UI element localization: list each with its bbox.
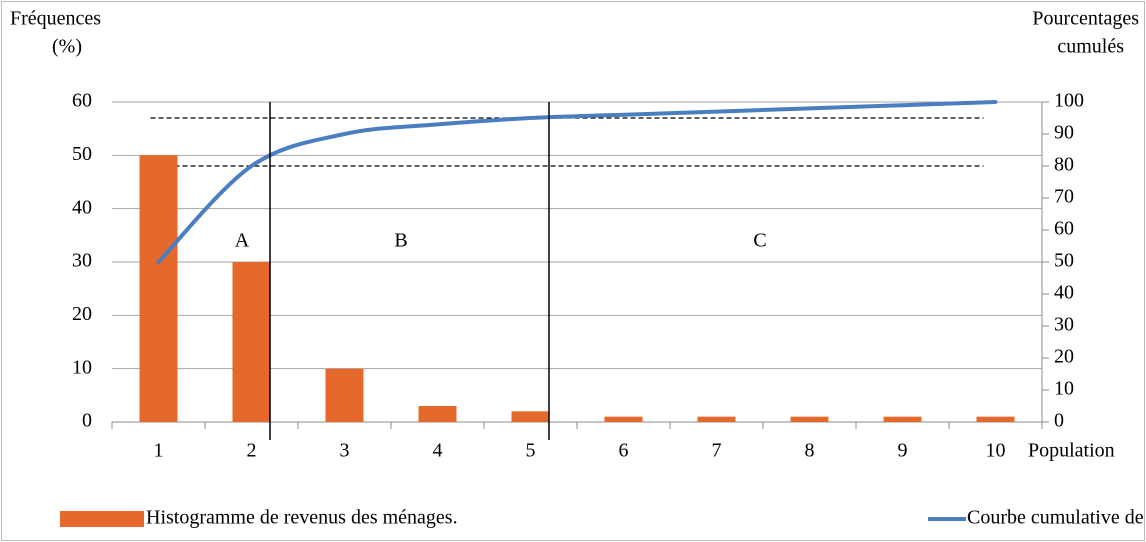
y-tick-label: 50 [72, 143, 92, 165]
bar [232, 262, 271, 422]
y2-tick-label: 30 [1054, 314, 1074, 336]
x-tick-label: 9 [898, 440, 908, 462]
y2-tick-label: 10 [1054, 378, 1074, 400]
x-tick-label: 5 [526, 440, 536, 462]
bar [325, 368, 364, 422]
y2-tick-label: 0 [1054, 410, 1064, 432]
x-tick-label: 3 [340, 440, 350, 462]
bar [697, 416, 736, 422]
region-label: B [394, 230, 407, 252]
x-tick-label: 4 [433, 440, 443, 462]
y2-tick-label: 40 [1054, 282, 1074, 304]
legend-label: Courbe cumulative de revenus des ménages… [967, 507, 1146, 529]
y-tick-label: 40 [72, 196, 92, 218]
y-tick-label: 10 [72, 356, 92, 378]
y2-tick-label: 20 [1054, 346, 1074, 368]
x-tick-label: 7 [712, 440, 722, 462]
y2-tick-label: 70 [1054, 186, 1074, 208]
y-axis-label: (%) [52, 36, 82, 58]
y2-tick-label: 60 [1054, 218, 1074, 240]
y2-tick-label: 100 [1054, 90, 1084, 112]
region-label: A [235, 230, 250, 252]
y2-tick-label: 50 [1054, 250, 1074, 272]
x-tick-label: 6 [619, 440, 629, 462]
y2-tick-label: 90 [1054, 122, 1074, 144]
cumulative-line [156, 100, 998, 264]
bar [976, 416, 1015, 422]
x-tick-label: 2 [247, 440, 257, 462]
bar [604, 416, 643, 422]
x-tick-label: 10 [986, 440, 1006, 462]
bar [511, 411, 550, 422]
legend-label: Histogramme de revenus des ménages. [146, 507, 458, 529]
x-tick-label: 8 [805, 440, 815, 462]
x-axis-label: Population [1028, 440, 1115, 462]
y-tick-label: 0 [82, 410, 92, 432]
y-tick-label: 30 [72, 250, 92, 272]
region-label: C [753, 230, 766, 252]
y-axis-label: Fréquences [10, 8, 101, 30]
x-tick-label: 1 [154, 440, 164, 462]
bar [790, 416, 829, 422]
y2-tick-label: 80 [1054, 154, 1074, 176]
y2-axis-label: cumulés [1057, 36, 1124, 58]
y2-axis-label: Pourcentages [1032, 8, 1139, 30]
legend-swatch [60, 511, 144, 527]
bar [883, 416, 922, 422]
bar [139, 155, 178, 423]
y-tick-label: 20 [72, 303, 92, 325]
y-tick-label: 60 [72, 90, 92, 112]
bar [418, 406, 457, 422]
